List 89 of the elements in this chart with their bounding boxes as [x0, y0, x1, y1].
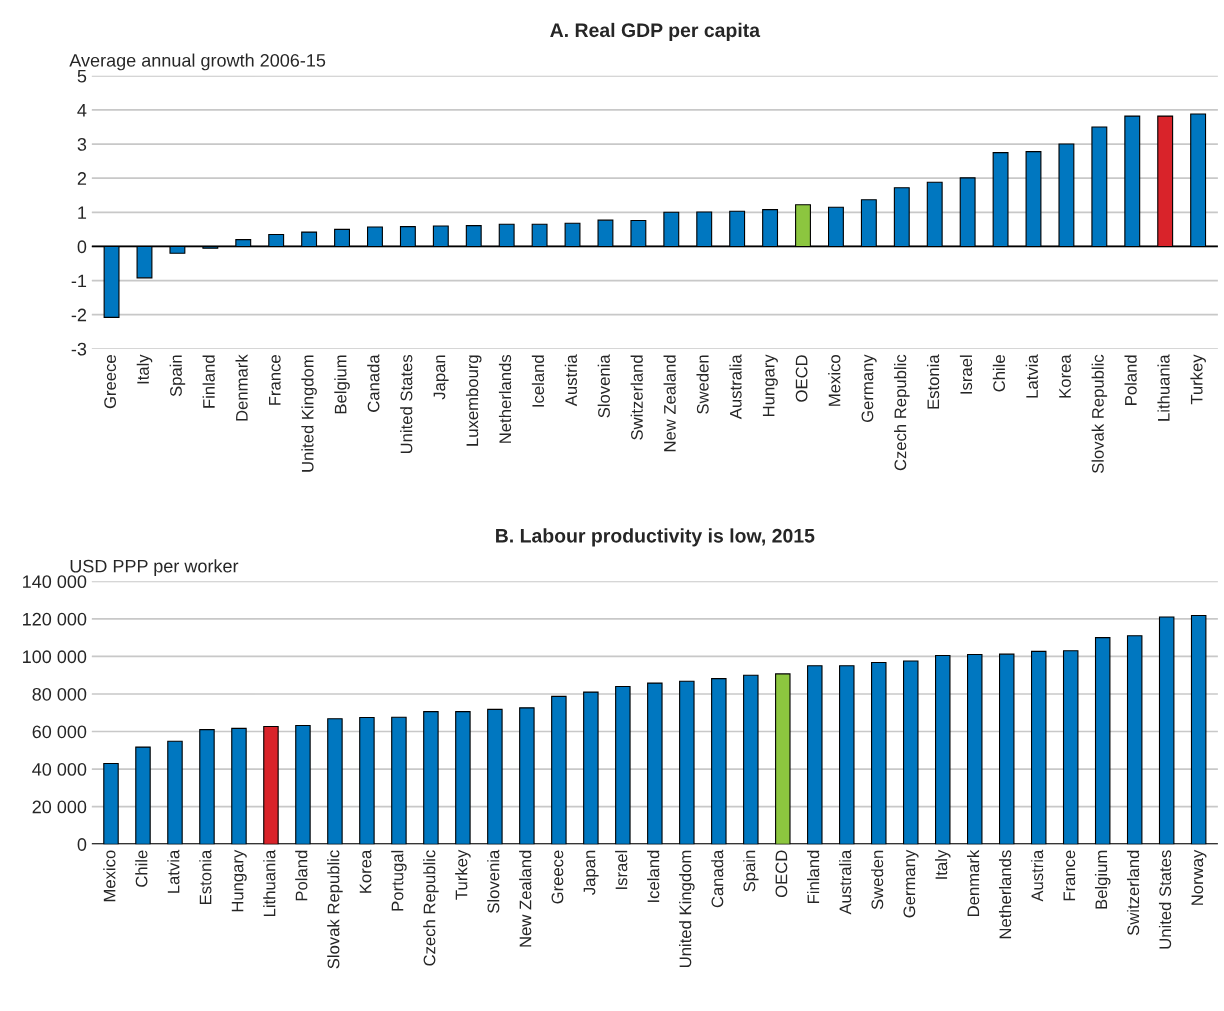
y-tick-label: -3	[71, 342, 87, 356]
x-tick-label: Spain	[743, 850, 759, 892]
x-tick-label: Iceland	[647, 850, 660, 902]
x-tick-label: Israel	[615, 850, 628, 889]
chart-title: A. Real GDP per capita	[550, 22, 761, 41]
x-tick-label: Norway	[1191, 849, 1207, 905]
y-tick-label: 5	[77, 69, 87, 83]
x-tick-label: Austria	[1030, 849, 1044, 902]
x-tick-label: Slovenia	[597, 354, 610, 418]
x-tick-label: Greece	[104, 355, 117, 409]
x-tick-label: Poland	[295, 850, 308, 901]
x-tick-label: Hungary	[231, 849, 247, 912]
x-tick-label: Latvia	[1025, 354, 1038, 398]
y-tick-label: -2	[71, 308, 87, 322]
x-tick-label: Belgium	[334, 355, 350, 414]
x-tick-label: Luxembourg	[465, 355, 482, 446]
x-tick-label: Slovenia	[487, 849, 500, 913]
x-tick-label: Finland	[807, 850, 820, 904]
y-tick-label: 20 000	[32, 800, 87, 814]
x-tick-label: Latvia	[167, 849, 180, 893]
x-tick-label: Germany	[903, 849, 919, 918]
x-tick-label: Czech Republic	[894, 354, 910, 471]
x-tick-label: France	[1063, 850, 1076, 901]
x-tick-label: Germany	[861, 354, 877, 423]
x-tick-label: Turkey	[1190, 354, 1206, 405]
x-tick-label: New Zealand	[663, 355, 676, 452]
x-tick-label: France	[269, 355, 281, 405]
x-tick-label: Mexico	[103, 850, 116, 902]
x-tick-label: Lithuania	[263, 849, 276, 917]
x-tick-label: Netherlands	[498, 354, 512, 443]
x-tick-label: Slovak Republic	[327, 850, 343, 969]
x-tick-label: Australia	[729, 354, 742, 420]
x-tick-label: New Zealand	[519, 850, 532, 947]
x-tick-label: Korea	[1059, 354, 1071, 398]
y-tick-label: 100 000	[23, 650, 87, 664]
x-tick-label: Sweden	[696, 355, 709, 414]
x-tick-label: Estonia	[926, 354, 940, 409]
y-tick-label: 1	[78, 206, 87, 219]
x-tick-label: Hungary	[762, 354, 778, 416]
y-tick-label: 40 000	[32, 763, 87, 776]
x-tick-label: Sweden	[871, 850, 884, 910]
y-tick-label: 4	[77, 104, 87, 117]
x-tick-label: Japan	[583, 850, 599, 895]
x-tick-label: Japan	[433, 355, 449, 400]
x-tick-label: Belgium	[1094, 850, 1111, 909]
x-tick-label: Spain	[169, 355, 186, 397]
x-tick-label: Israel	[959, 355, 973, 394]
x-tick-label: Switzerland	[630, 355, 643, 440]
x-tick-label: Turkey	[455, 849, 471, 900]
y-tick-label: 60 000	[32, 725, 87, 739]
y-tick-label: -1	[71, 274, 87, 288]
x-tick-label: Australia	[839, 849, 852, 915]
x-tick-label: Slovak Republic	[1091, 354, 1108, 474]
y-axis-title: Average annual growth 2006-15	[69, 53, 326, 71]
chart-title: B. Labour productivity is low, 2015	[496, 528, 815, 547]
x-tick-label: Lithuania	[1157, 354, 1170, 421]
x-tick-label: Canada	[711, 849, 724, 908]
x-tick-label: Chile	[992, 355, 1006, 392]
y-tick-label: 0	[77, 838, 87, 851]
x-tick-label: Iceland	[531, 355, 545, 407]
y-tick-label: 0	[77, 240, 87, 254]
x-tick-label: Finland	[202, 355, 215, 408]
y-tick-label: 120 000	[23, 612, 87, 626]
x-tick-label: Czech Republic	[423, 850, 439, 966]
x-tick-label: Netherlands	[998, 850, 1012, 939]
x-tick-label: Austria	[564, 354, 577, 407]
x-tick-label: Italy	[136, 354, 153, 384]
y-tick-label: 2	[77, 172, 87, 185]
x-tick-label: Denmark	[235, 354, 248, 421]
x-tick-label: Korea	[359, 849, 372, 893]
y-tick-label: 80 000	[32, 687, 87, 701]
x-tick-label: Denmark	[966, 849, 980, 916]
x-tick-label: OECD	[795, 355, 808, 402]
x-tick-label: Chile	[135, 850, 148, 887]
y-tick-label: 3	[77, 138, 87, 151]
x-tick-label: Estonia	[199, 849, 212, 904]
x-tick-label: Portugal	[391, 850, 407, 911]
x-tick-label: United States	[1158, 850, 1172, 949]
x-tick-label: Greece	[551, 850, 564, 904]
x-tick-label: United Kingdom	[301, 355, 317, 472]
x-tick-label: Mexico	[828, 355, 841, 406]
x-tick-label: Poland	[1124, 355, 1137, 405]
x-tick-label: Canada	[367, 354, 380, 412]
x-tick-label: Italy	[934, 849, 951, 879]
x-tick-label: OECD	[775, 850, 788, 898]
x-tick-label: United States	[400, 354, 413, 454]
y-tick-label: 140 000	[23, 575, 87, 589]
x-tick-label: United Kingdom	[679, 850, 695, 968]
x-tick-label: Switzerland	[1126, 850, 1140, 936]
